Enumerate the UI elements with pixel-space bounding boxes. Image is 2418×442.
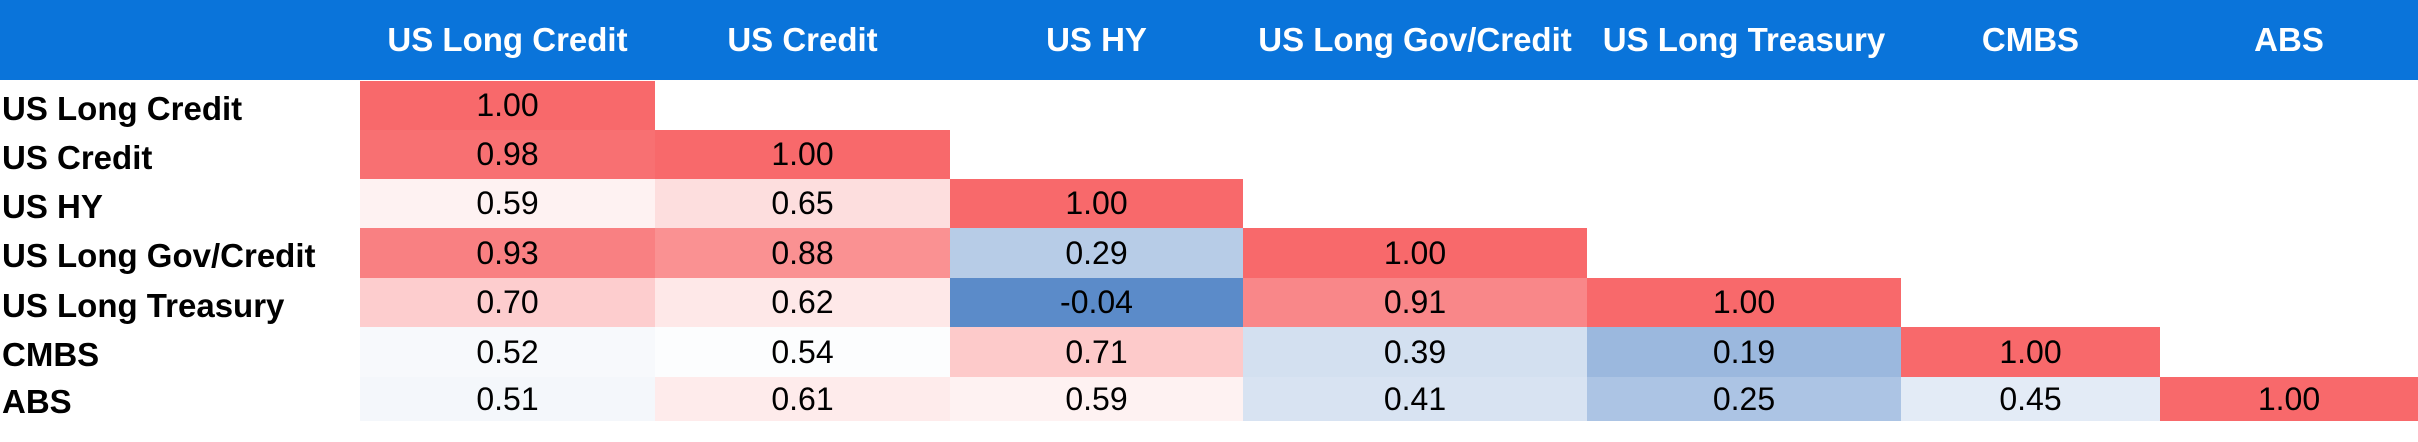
column-header-abs: ABS — [2254, 21, 2324, 58]
row-label-us-long-treasury: US Long Treasury — [2, 286, 285, 324]
heatmap-cell: 0.70 — [360, 278, 655, 327]
column-header-cmbs: CMBS — [1981, 21, 2080, 58]
heatmap-cell: -0.04 — [950, 278, 1243, 327]
heatmap-cell: 1.00 — [1901, 327, 2160, 377]
heatmap-cell: 0.61 — [655, 377, 950, 421]
row-label-us-long-gov-credit: US Long Gov/Credit — [2, 237, 316, 274]
column-header-us-hy: US HY — [1046, 21, 1147, 58]
column-header-us-long-treasury: US Long Treasury — [1602, 21, 1886, 58]
heatmap-cell: 0.54 — [655, 327, 950, 377]
heatmap-cell: 1.00 — [655, 130, 950, 179]
heatmap-cell: 0.59 — [360, 179, 655, 228]
heatmap-cell: 0.71 — [950, 327, 1243, 377]
heatmap-cell: 0.93 — [360, 228, 655, 278]
heatmap-cell: 1.00 — [1587, 278, 1901, 327]
heatmap-cell: 0.52 — [360, 327, 655, 377]
heatmap-cell: 0.25 — [1587, 377, 1901, 421]
heatmap-cell: 0.45 — [1901, 377, 2160, 421]
heatmap-cell: 0.91 — [1243, 278, 1587, 327]
heatmap-cell: 0.51 — [360, 377, 655, 421]
heatmap-cell: 0.59 — [950, 377, 1243, 421]
heatmap-cell: 0.29 — [950, 228, 1243, 278]
column-header-us-credit: US Credit — [727, 21, 878, 58]
row-label-us-credit: US Credit — [2, 138, 153, 176]
heatmap-cell: 0.88 — [655, 228, 950, 278]
row-label-cmbs: CMBS — [2, 336, 100, 373]
heatmap-cell: 1.00 — [1243, 228, 1587, 278]
heatmap-cell: 0.65 — [655, 179, 950, 228]
heatmap-cell: 1.00 — [2160, 377, 2418, 421]
heatmap-cell: 0.98 — [360, 130, 655, 179]
row-label-abs: ABS — [2, 383, 72, 420]
heatmap-cell: 1.00 — [360, 81, 655, 130]
heatmap-cell: 0.39 — [1243, 327, 1587, 377]
heatmap-cell: 0.19 — [1587, 327, 1901, 377]
heatmap-cell: 0.41 — [1243, 377, 1587, 421]
heatmap-cell: 0.62 — [655, 278, 950, 327]
row-label-us-long-credit: US Long Credit — [2, 89, 243, 127]
column-header-us-long-credit: US Long Credit — [387, 21, 628, 58]
heatmap-cell: 1.00 — [950, 179, 1243, 228]
header-bar — [0, 0, 2418, 80]
column-header-us-long-gov-credit: US Long Gov/Credit — [1258, 21, 1572, 58]
row-label-us-hy: US HY — [2, 187, 103, 225]
